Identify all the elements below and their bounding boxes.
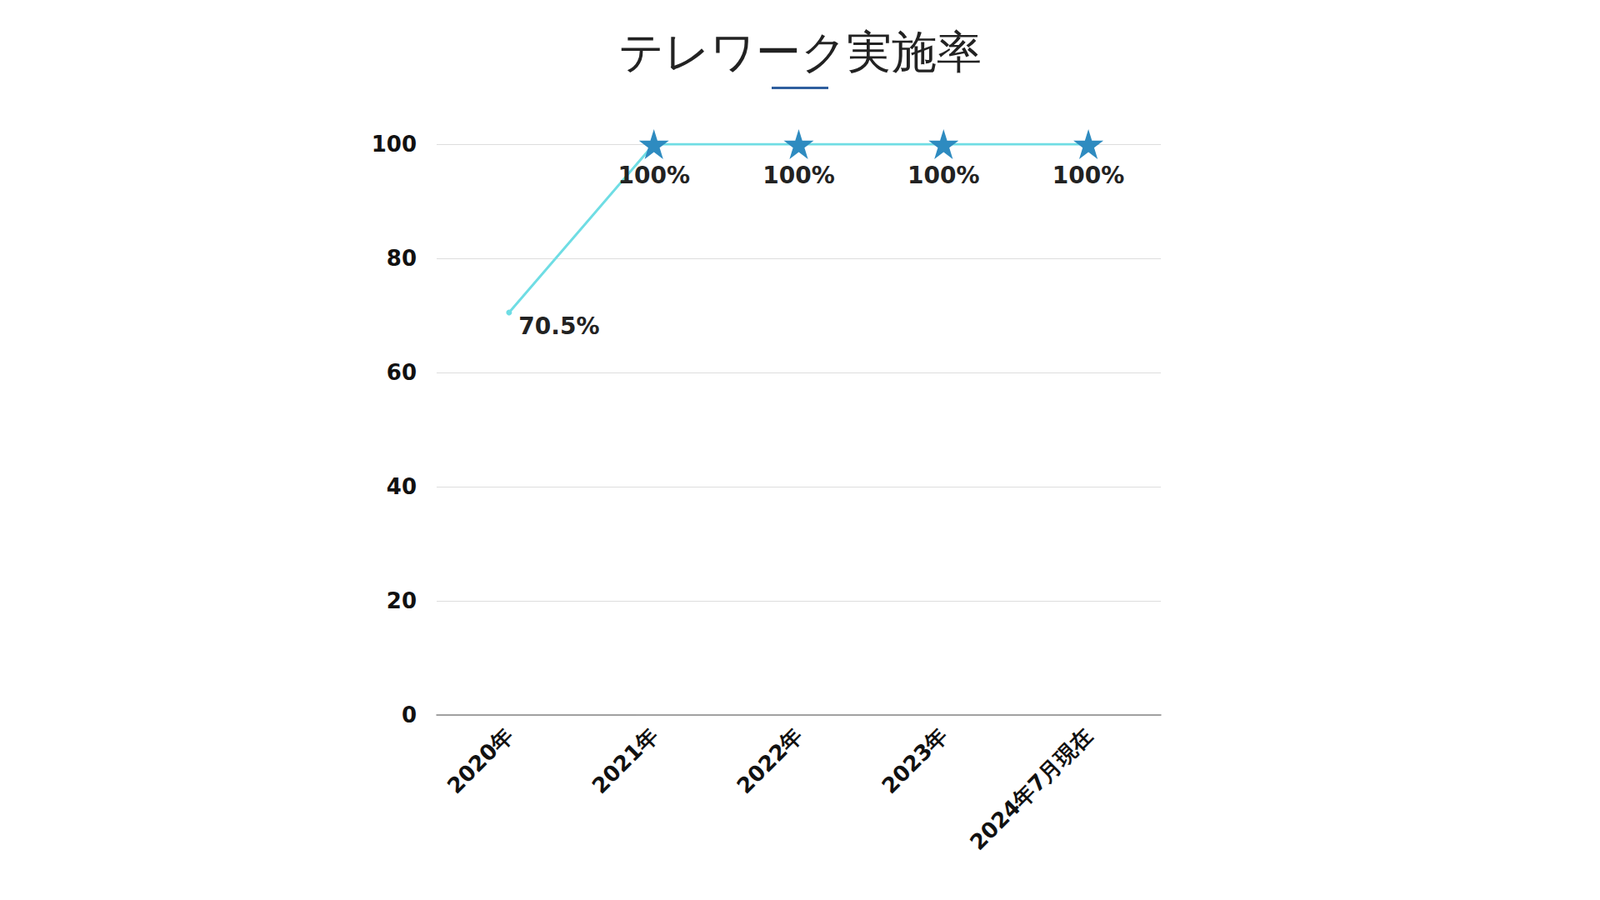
svg-text:100%: 100% <box>762 161 835 190</box>
svg-text:100%: 100% <box>907 161 980 190</box>
svg-text:2020年: 2020年 <box>442 722 519 799</box>
svg-text:テレワーク実施率: テレワーク実施率 <box>618 25 982 79</box>
svg-text:2024年7月現在: 2024年7月現在 <box>965 722 1098 855</box>
svg-text:80: 80 <box>386 245 417 271</box>
svg-text:40: 40 <box>386 474 417 500</box>
svg-text:60: 60 <box>386 360 417 385</box>
svg-text:20: 20 <box>386 588 417 614</box>
svg-text:2023年: 2023年 <box>876 722 953 799</box>
svg-text:2021年: 2021年 <box>587 722 664 799</box>
svg-text:2022年: 2022年 <box>731 722 808 799</box>
svg-text:100%: 100% <box>1052 161 1125 190</box>
svg-text:0: 0 <box>401 702 417 728</box>
svg-text:70.5%: 70.5% <box>518 312 600 340</box>
svg-text:100%: 100% <box>617 161 690 190</box>
svg-text:100: 100 <box>371 131 417 157</box>
